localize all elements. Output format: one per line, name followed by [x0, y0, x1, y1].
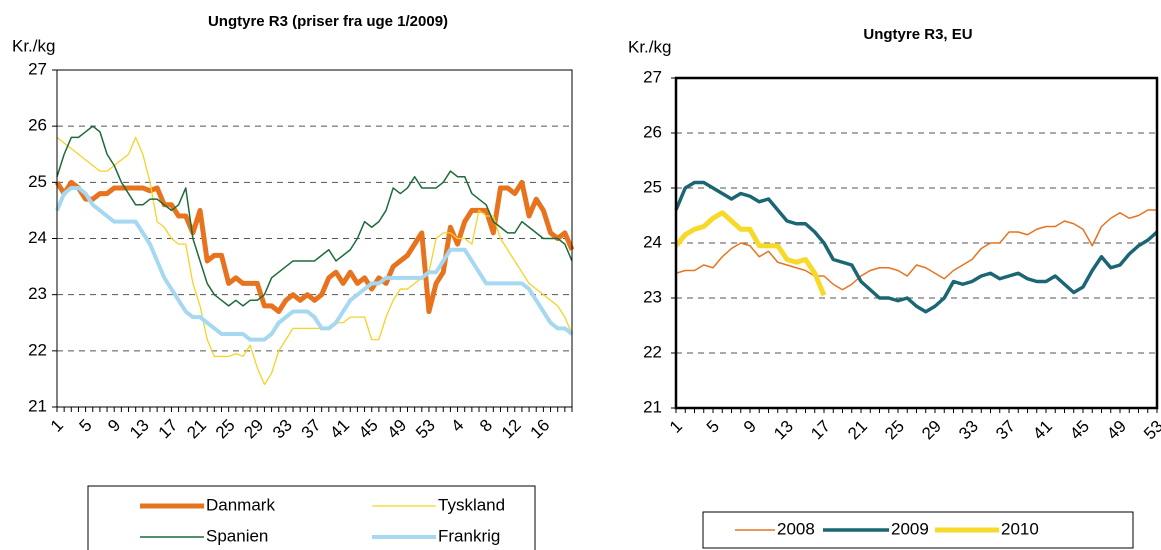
- y-tick-label: 22: [643, 342, 662, 361]
- y-tick-label: 23: [28, 284, 47, 303]
- legend-box: [87, 485, 536, 550]
- plot-frame: [56, 69, 573, 408]
- chart-title: Ungtyre R3, EU: [863, 26, 972, 43]
- y-tick-label: 22: [28, 340, 47, 359]
- legend-label: 2008: [777, 519, 815, 538]
- legend-label: Tyskland: [438, 495, 505, 514]
- y-tick-label: 26: [643, 122, 662, 141]
- series-line: [55, 185, 574, 342]
- series-line: [674, 210, 827, 297]
- y-tick-label: 24: [643, 232, 662, 251]
- y-tick-label: 27: [643, 67, 662, 86]
- series-line: [674, 180, 1159, 314]
- series-line: [675, 209, 1157, 291]
- chart-title: Ungtyre R3 (priser fra uge 1/2009): [208, 13, 448, 30]
- series-line: [56, 136, 573, 386]
- legend-label: Danmark: [206, 495, 275, 514]
- y-tick-label: 25: [28, 172, 47, 191]
- y-axis-label: Kr./kg: [628, 37, 671, 56]
- series-line: [56, 125, 573, 307]
- y-tick-label: 21: [28, 396, 47, 415]
- legend-label: 2009: [891, 519, 929, 538]
- legend-label: 2010: [1001, 519, 1039, 538]
- y-axis-label: Kr./kg: [12, 36, 55, 55]
- y-tick-label: 27: [28, 59, 47, 78]
- y-tick-label: 25: [643, 177, 662, 196]
- y-tick-label: 21: [643, 397, 662, 416]
- series-line: [54, 179, 575, 315]
- legend-label: Spanien: [206, 526, 268, 545]
- legend-label: Frankrig: [438, 526, 500, 545]
- y-tick-label: 24: [28, 228, 47, 247]
- y-tick-label: 26: [28, 116, 47, 135]
- plot-frame: [674, 76, 1159, 410]
- y-tick-label: 23: [643, 287, 662, 306]
